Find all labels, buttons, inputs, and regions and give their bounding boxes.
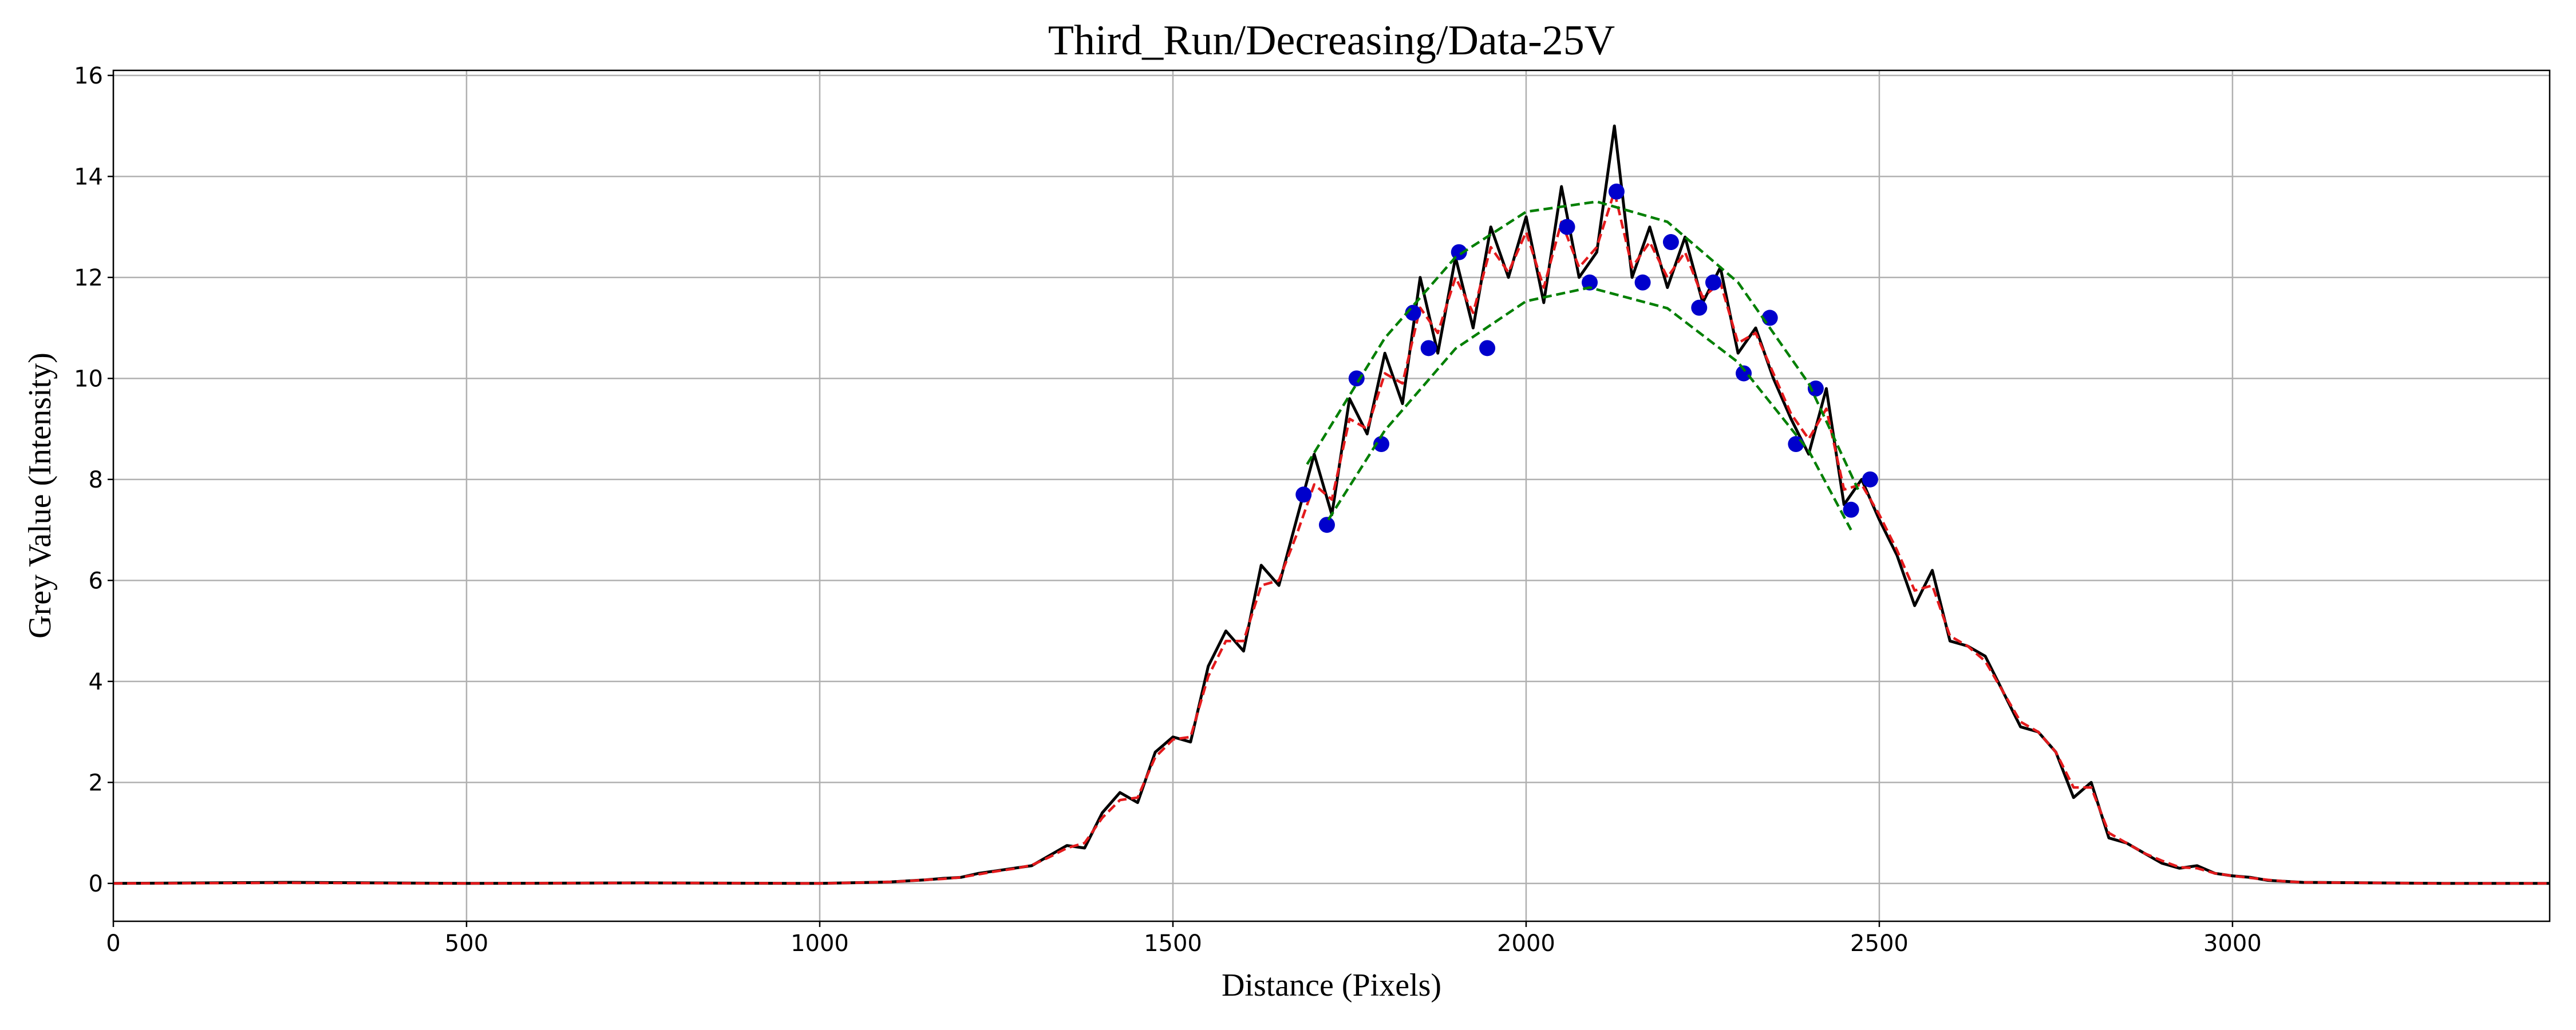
data-point [1862,471,1878,488]
data-point [1420,340,1437,356]
y-tick-label: 10 [74,366,103,392]
data-point [1634,274,1651,291]
data-point [1608,183,1625,200]
y-axis-label: Grey Value (Intensity) [22,352,58,639]
dashed-line [1306,200,1859,490]
data-point [1373,436,1389,453]
data-point [1582,274,1598,291]
data-point [1705,274,1721,291]
data-point [1318,517,1335,533]
chart-title: Third_Run/Decreasing/Data-25V [1048,17,1615,64]
x-tick-label: 2000 [1497,930,1555,957]
data-point [1295,486,1312,503]
x-tick-label: 1500 [1144,930,1202,957]
data-point [1348,370,1365,387]
y-tick-label: 0 [89,871,103,897]
y-tick-label: 4 [89,669,103,695]
data-point [1662,234,1679,251]
x-tick-label: 2500 [1850,930,1909,957]
data-point [1691,299,1708,316]
y-tick-label: 2 [89,770,103,796]
y-tick-label: 8 [89,467,103,493]
data-point [1559,219,1575,235]
dashed-line [113,190,2550,885]
y-tick-label: 6 [89,568,103,594]
data-point [1843,501,1859,518]
plot-frame [112,69,2551,922]
x-tick-label: 500 [445,930,488,957]
y-tick-label: 12 [74,265,103,291]
data-point [1479,340,1496,356]
y-tick-label: 16 [74,63,103,89]
y-tick-label: 14 [74,164,103,190]
data-point [1736,365,1752,382]
dashed-line [1327,286,1852,531]
x-axis-label: Distance (Pixels) [1222,968,1441,1003]
x-tick-label: 1000 [791,930,849,957]
data-point [1788,436,1804,453]
data-point [1807,380,1824,397]
x-tick-label: 3000 [2203,930,2262,957]
x-tick-label: 0 [106,930,120,957]
